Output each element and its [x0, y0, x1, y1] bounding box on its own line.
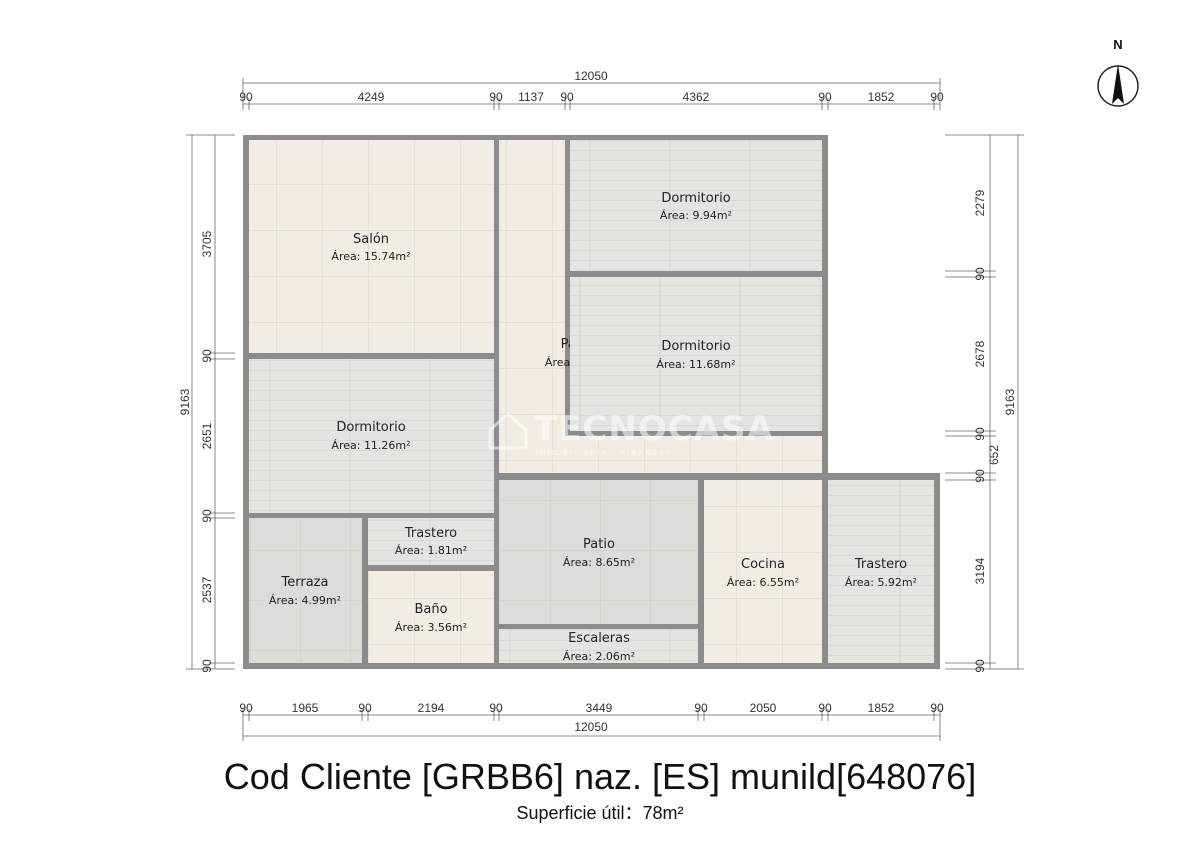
dim-right: 90	[973, 469, 987, 483]
dim-right: 90	[973, 427, 987, 441]
dimension-labels: 12050 90 4249 90 1137 90 4362 90 1852 90…	[178, 69, 1017, 734]
room-area: Área: 1.81m²	[395, 544, 467, 557]
dim-bottom: 1852	[868, 701, 895, 715]
dimension-lines	[186, 78, 1024, 741]
room-name: Dormitorio	[336, 420, 405, 435]
dim-bottom: 2050	[750, 701, 777, 715]
watermark-tagline: INMOBILIARIA · FINANZAS	[536, 449, 672, 457]
dim-bottom: 90	[694, 701, 708, 715]
dim-bottom: 3449	[586, 701, 613, 715]
room-salon: Salón Área: 15.74m²	[249, 140, 494, 353]
plan-title: Cod Cliente [GRBB6] naz. [ES] munild[648…	[223, 756, 977, 797]
compass-north-label: N	[1113, 37, 1122, 52]
dim-bottom: 90	[930, 701, 944, 715]
dim-left: 2537	[200, 576, 214, 603]
room-area: Área: 11.26m²	[331, 439, 410, 452]
dim-top: 4362	[683, 90, 710, 104]
dim-top: 1852	[868, 90, 895, 104]
dim-top: 4249	[358, 90, 385, 104]
room-trastero-1: Trastero Área: 1.81m²	[368, 518, 494, 565]
right-ticks	[945, 134, 1024, 670]
room-name: Dormitorio	[661, 191, 730, 206]
left-ticks	[186, 134, 235, 670]
dim-top: 90	[818, 90, 832, 104]
room-area: Área: 5.92m²	[845, 576, 917, 589]
dim-left: 2651	[200, 422, 214, 449]
room-bano: Baño Área: 3.56m²	[368, 571, 494, 663]
room-escaleras: Escaleras Área: 2.06m²	[499, 629, 698, 663]
dim-bottom-total: 12050	[574, 720, 608, 734]
room-area: Área: 11.68m²	[656, 358, 735, 371]
room-dormitorio-2: Dormitorio Área: 11.68m²	[570, 277, 822, 431]
dim-left: 90	[200, 659, 214, 673]
watermark-brand: TECNOCASA	[534, 409, 774, 449]
dim-left-total: 9163	[178, 388, 192, 415]
dim-bottom: 90	[358, 701, 372, 715]
dim-top: 90	[560, 90, 574, 104]
dim-left: 3705	[200, 230, 214, 257]
dim-bottom: 2194	[418, 701, 445, 715]
dim-bottom: 1965	[292, 701, 319, 715]
room-dormitorio-1: Dormitorio Área: 9.94m²	[570, 140, 822, 271]
dim-right: 2678	[973, 340, 987, 367]
room-dormitorio-3: Dormitorio Área: 11.26m²	[249, 359, 494, 513]
dim-right: 90	[973, 659, 987, 673]
dim-top: 90	[489, 90, 503, 104]
room-name: Cocina	[741, 557, 785, 572]
room-area: Área: 2.06m²	[563, 650, 635, 663]
room-area: Área: 4.99m²	[269, 594, 341, 607]
room-area: Área: 6.55m²	[727, 576, 799, 589]
dim-left: 90	[200, 509, 214, 523]
dim-right: 2279	[973, 189, 987, 216]
top-ticks	[242, 78, 941, 110]
room-name: Terraza	[281, 575, 329, 590]
room-name: Escaleras	[568, 631, 630, 646]
compass: N	[1097, 37, 1139, 107]
room-terraza: Terraza Área: 4.99m²	[249, 518, 362, 663]
room-patio: Patio Área: 8.65m²	[499, 480, 698, 624]
dim-top-total: 12050	[574, 69, 608, 83]
room-area: Área: 15.74m²	[331, 250, 410, 263]
plan-subtitle: Superficie útil：78m²	[516, 803, 684, 823]
room-area: Área: 3.56m²	[395, 621, 467, 634]
dim-right: 652	[987, 445, 1001, 465]
dim-top: 1137	[518, 90, 544, 104]
dim-bottom: 90	[818, 701, 832, 715]
room-name: Patio	[583, 537, 615, 552]
rooms: Salón Área: 15.74m² Pasillo Área: 9.48m²…	[249, 140, 934, 663]
watermark-logo: TECNOCASA INMOBILIARIA · FINANZAS	[488, 409, 774, 457]
dim-bottom: 90	[239, 701, 253, 715]
dim-left: 90	[200, 349, 214, 363]
dim-top: 90	[239, 90, 253, 104]
room-cocina: Cocina Área: 6.55m²	[704, 480, 822, 663]
room-area: Área: 9.94m²	[660, 209, 732, 222]
dim-bottom: 90	[489, 701, 503, 715]
room-name: Dormitorio	[661, 339, 730, 354]
room-name: Trastero	[404, 526, 457, 541]
room-name: Salón	[353, 232, 389, 247]
dim-right-total: 9163	[1003, 388, 1017, 415]
bottom-ticks	[242, 709, 941, 741]
room-name: Trastero	[854, 557, 907, 572]
north-arrow-icon	[1112, 64, 1124, 104]
dim-right: 3194	[973, 557, 987, 584]
room-name: Baño	[414, 602, 447, 617]
dim-right: 90	[973, 267, 987, 281]
dim-top: 90	[930, 90, 944, 104]
room-trastero-2: Trastero Área: 5.92m²	[828, 480, 934, 663]
room-area: Área: 8.65m²	[563, 556, 635, 569]
